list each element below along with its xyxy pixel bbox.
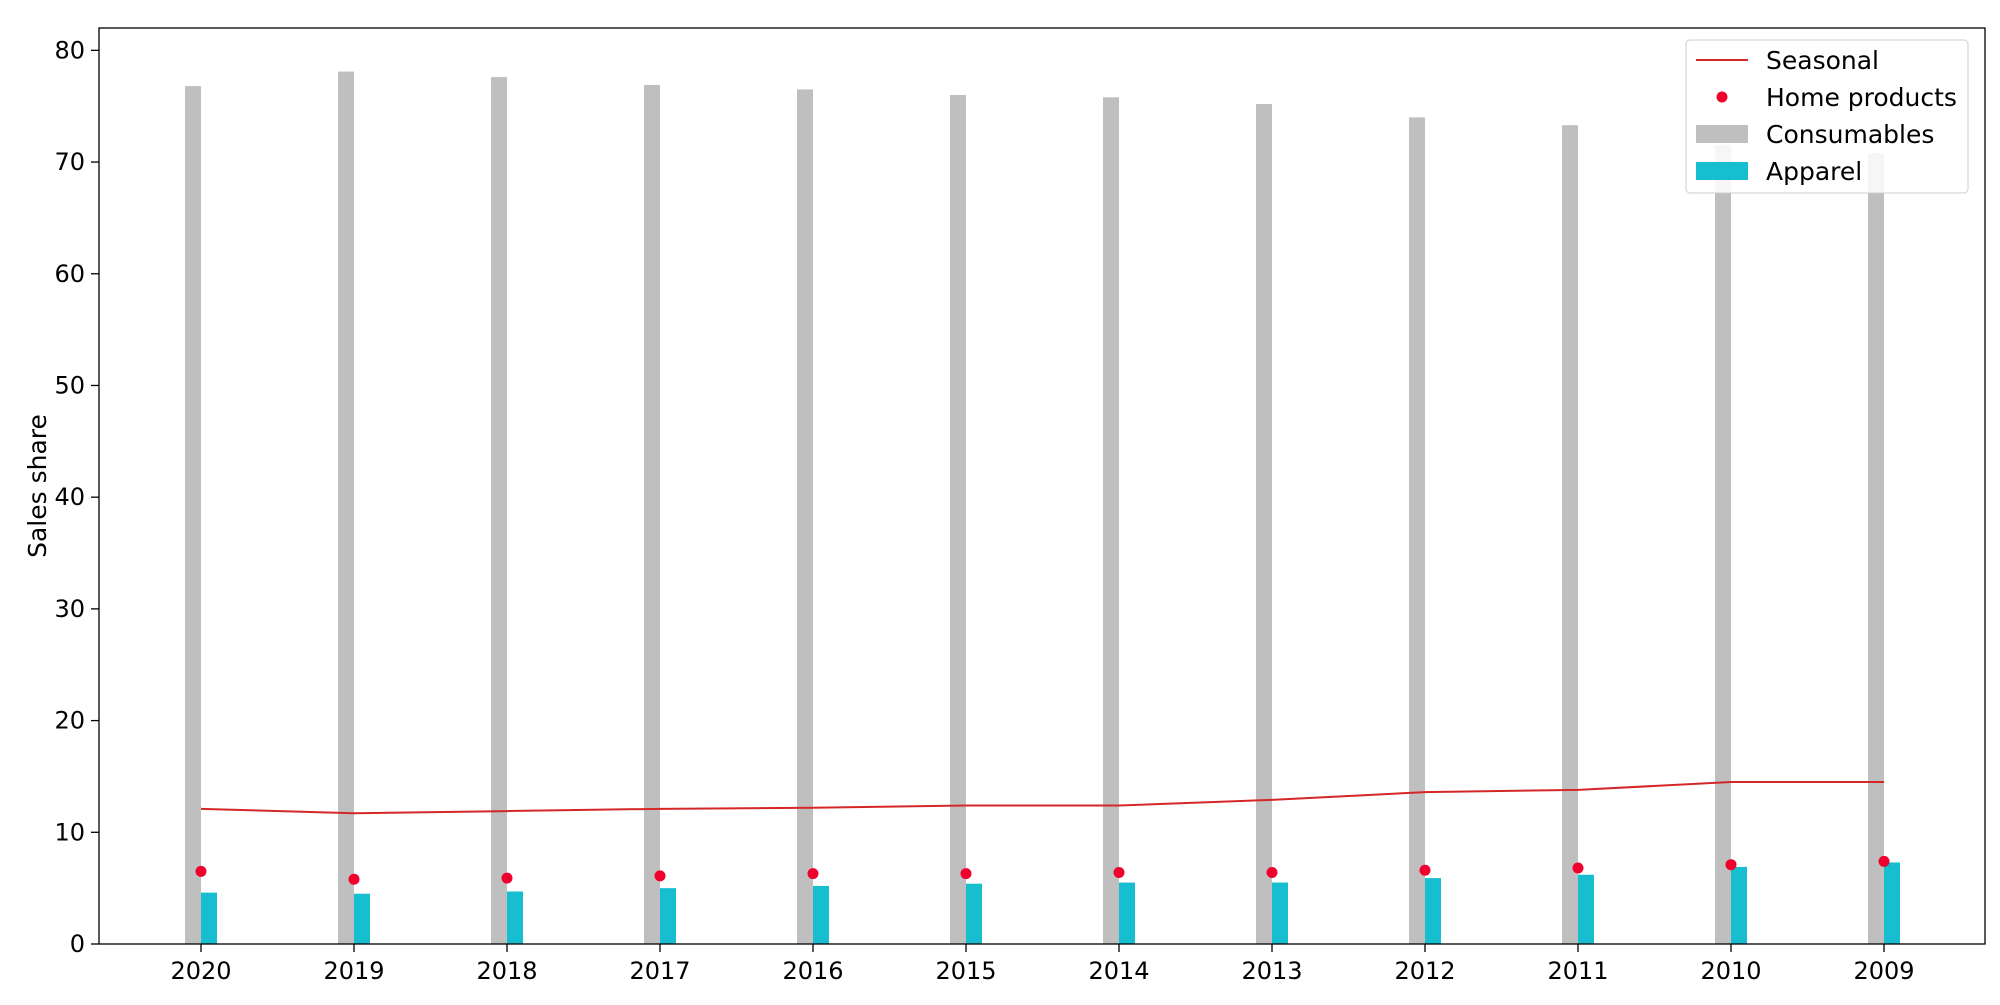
axes-layer: 0 10 20 30 40 50 60 70 80 2020 2019 2018 2017 2016 201… <box>54 27 1986 985</box>
x-tick-label-2016: 2016 <box>782 957 843 985</box>
legend-label-consumables: Consumables <box>1766 120 1934 149</box>
x-tick-label-2018: 2018 <box>476 957 537 985</box>
home-products-point-2020 <box>195 865 207 877</box>
apparel-bar-2020 <box>201 892 217 944</box>
legend-label-seasonal: Seasonal <box>1766 46 1879 75</box>
legend-marker-home-products <box>1716 91 1728 103</box>
seasonal-line-layer <box>200 781 1884 815</box>
y-axis-label: Sales share <box>23 414 52 558</box>
y-tick-label-60: 60 <box>54 260 85 288</box>
home-products-point-2017 <box>654 870 666 882</box>
x-tick-label-2017: 2017 <box>629 957 690 985</box>
legend-marker-consumables <box>1696 125 1748 143</box>
legend-label-apparel: Apparel <box>1766 157 1862 186</box>
apparel-bar-2009 <box>1884 862 1900 944</box>
home-products-point-2015 <box>960 868 972 880</box>
x-tick-label-2015: 2015 <box>935 957 996 985</box>
y-tick-label-0: 0 <box>70 930 85 958</box>
x-tick-label-2019: 2019 <box>323 957 384 985</box>
apparel-bar-2011 <box>1578 874 1594 944</box>
apparel-bar-2018 <box>507 891 523 944</box>
y-tick-label-40: 40 <box>54 483 85 511</box>
home-products-point-2014 <box>1113 867 1125 879</box>
home-products-point-2010 <box>1725 859 1737 871</box>
consumables-bar-2013 <box>1256 103 1272 944</box>
apparel-bar-2016 <box>813 885 829 944</box>
x-tick-label-2011: 2011 <box>1547 957 1608 985</box>
apparel-bar-2010 <box>1731 866 1747 944</box>
consumables-bar-2018 <box>491 77 507 944</box>
consumables-bar-2015 <box>950 95 966 944</box>
apparel-bar-2013 <box>1272 882 1288 944</box>
home-products-point-2013 <box>1266 867 1278 879</box>
apparel-bar-2017 <box>660 888 676 944</box>
consumables-bar-2016 <box>797 89 813 944</box>
home-products-point-2011 <box>1572 862 1584 874</box>
consumables-bar-2014 <box>1103 97 1119 944</box>
x-tick-label-2009: 2009 <box>1853 957 1914 985</box>
consumables-bar-2011 <box>1562 125 1578 944</box>
legend-label-home-products: Home products <box>1766 83 1957 112</box>
plot-frame <box>98 27 1986 945</box>
home-products-point-2012 <box>1419 864 1431 876</box>
home-products-points-layer <box>195 855 1890 885</box>
apparel-bar-2012 <box>1425 878 1441 944</box>
apparel-bar-2014 <box>1119 882 1135 944</box>
home-products-point-2018 <box>501 872 513 884</box>
legend-box <box>1685 39 1969 194</box>
consumables-bar-2020 <box>185 86 201 944</box>
legend-marker-apparel <box>1696 162 1748 180</box>
x-tick-label-2014: 2014 <box>1088 957 1149 985</box>
legend: Seasonal Home products Consumables Apparel <box>1685 39 1969 194</box>
consumables-bar-2012 <box>1409 117 1425 945</box>
apparel-bar-2015 <box>966 883 982 944</box>
home-products-point-2019 <box>348 873 360 885</box>
y-tick-label-30: 30 <box>54 595 85 623</box>
home-products-point-2016 <box>807 868 819 880</box>
y-tick-label-50: 50 <box>54 371 85 399</box>
home-products-point-2009 <box>1878 855 1890 867</box>
seasonal-line <box>200 781 1884 815</box>
x-tick-label-2020: 2020 <box>170 957 231 985</box>
bars-layer <box>185 71 1900 945</box>
x-tick-label-2010: 2010 <box>1700 957 1761 985</box>
consumables-bar-2017 <box>644 84 660 945</box>
apparel-bar-2019 <box>354 893 370 944</box>
y-tick-label-80: 80 <box>54 36 85 64</box>
consumables-bar-2010 <box>1715 145 1731 945</box>
x-tick-label-2012: 2012 <box>1394 957 1455 985</box>
consumables-bar-2019 <box>338 71 354 944</box>
y-tick-label-70: 70 <box>54 148 85 176</box>
consumables-bar-2009 <box>1868 153 1884 945</box>
x-tick-label-2013: 2013 <box>1241 957 1302 985</box>
y-tick-label-20: 20 <box>54 707 85 735</box>
y-tick-label-10: 10 <box>54 818 85 846</box>
